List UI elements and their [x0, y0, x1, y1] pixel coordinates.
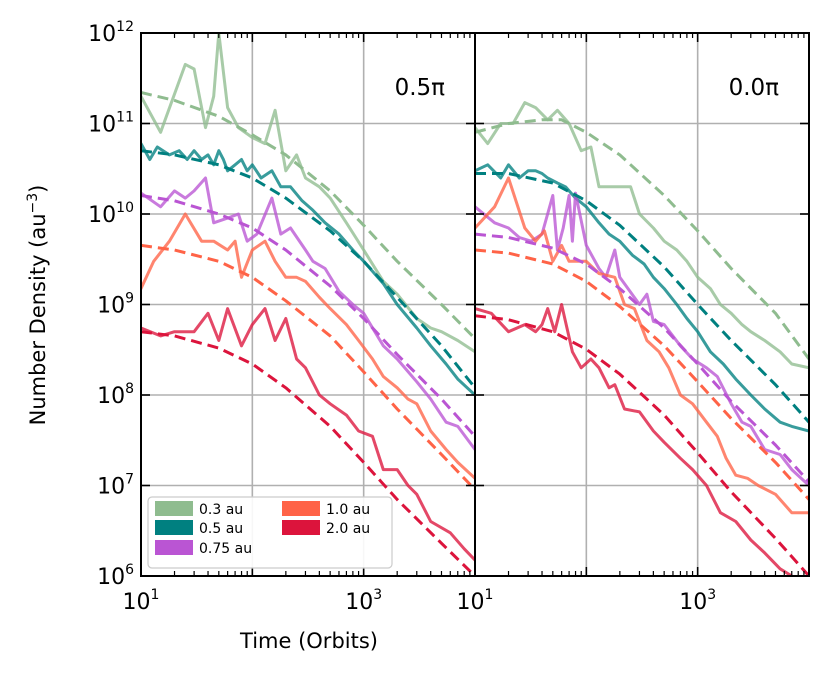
y-tick-exp: 10	[116, 200, 134, 216]
series-line	[141, 176, 475, 451]
legend: 0.3 au 0.5 au 0.75 au 1.0 au 2.0 au	[147, 496, 393, 569]
legend-label: 0.75 au	[199, 541, 252, 557]
label-layer: Time (Orbits) Number Density (au−3) 0.5π…	[25, 19, 779, 653]
series-layer	[141, 33, 809, 576]
y-axis-title-unit-sup: −3	[25, 193, 41, 214]
y-tick-exp: 8	[125, 381, 134, 397]
y-tick-label: 1011	[88, 110, 134, 138]
fit-line	[475, 118, 809, 360]
x-tick-label: 101	[457, 587, 494, 615]
fit-line	[475, 314, 809, 576]
x-tick-base: 10	[345, 590, 373, 615]
legend-label: 0.3 au	[199, 502, 243, 518]
y-tick-base: 10	[88, 22, 116, 47]
panel-series-group	[141, 33, 475, 576]
legend-swatch	[155, 501, 193, 516]
fit-line	[475, 172, 809, 424]
panel-series-group	[475, 101, 809, 576]
fit-line	[475, 248, 809, 501]
series-line	[475, 191, 809, 487]
series-line	[141, 142, 475, 397]
legend-swatch	[282, 501, 320, 516]
y-tick-exp: 9	[125, 291, 134, 307]
y-axis-title-main: Number Density (au	[26, 213, 50, 425]
x-tick-label: 103	[345, 587, 382, 615]
y-axis-title-close: )	[26, 185, 50, 193]
x-tick-label: 101	[123, 587, 160, 615]
y-tick-exp: 7	[125, 472, 134, 488]
fit-line	[141, 91, 475, 340]
series-line	[475, 163, 809, 433]
series-line	[475, 101, 809, 370]
x-tick-base: 10	[123, 590, 151, 615]
legend-label: 2.0 au	[326, 521, 370, 537]
tick-layer	[140, 32, 810, 577]
legend-label: 1.0 au	[326, 502, 370, 518]
y-tick-label: 1010	[88, 200, 134, 228]
series-line	[141, 307, 475, 562]
x-tick-exp: 1	[151, 587, 160, 603]
x-tick-base: 10	[679, 590, 707, 615]
fit-line	[141, 194, 475, 438]
y-tick-exp: 6	[125, 562, 134, 578]
y-tick-label: 1012	[88, 19, 134, 47]
y-tick-label: 108	[97, 381, 134, 409]
y-tick-base: 10	[88, 203, 116, 228]
legend-box	[147, 496, 393, 569]
y-tick-base: 10	[88, 113, 116, 138]
legend-swatch	[282, 520, 320, 535]
x-axis-title: Time (Orbits)	[239, 629, 378, 653]
y-tick-exp: 11	[116, 110, 134, 126]
x-tick-exp: 1	[485, 587, 494, 603]
panel-label: 0.5π	[395, 75, 446, 101]
y-tick-base: 10	[97, 294, 125, 319]
panel-label: 0.0π	[729, 75, 780, 101]
fit-line	[141, 149, 475, 389]
fit-line	[141, 243, 475, 491]
series-line	[475, 176, 809, 515]
y-tick-label: 109	[97, 291, 134, 319]
legend-label: 0.5 au	[199, 521, 243, 537]
legend-swatch	[155, 540, 193, 555]
series-line	[141, 212, 475, 480]
x-tick-exp: 3	[373, 587, 382, 603]
y-axis-title: Number Density (au−3)	[25, 185, 50, 426]
x-tick-label: 103	[679, 587, 716, 615]
series-line	[475, 303, 794, 576]
x-tick-exp: 3	[707, 587, 716, 603]
x-tick-base: 10	[457, 590, 485, 615]
y-tick-base: 10	[97, 475, 125, 500]
y-tick-exp: 12	[116, 19, 134, 35]
y-tick-label: 106	[97, 562, 134, 590]
y-tick-base: 10	[97, 565, 125, 590]
fit-line	[141, 330, 475, 576]
y-tick-label: 107	[97, 472, 134, 500]
y-tick-base: 10	[97, 384, 125, 409]
fit-line	[475, 232, 809, 483]
legend-swatch	[155, 520, 193, 535]
